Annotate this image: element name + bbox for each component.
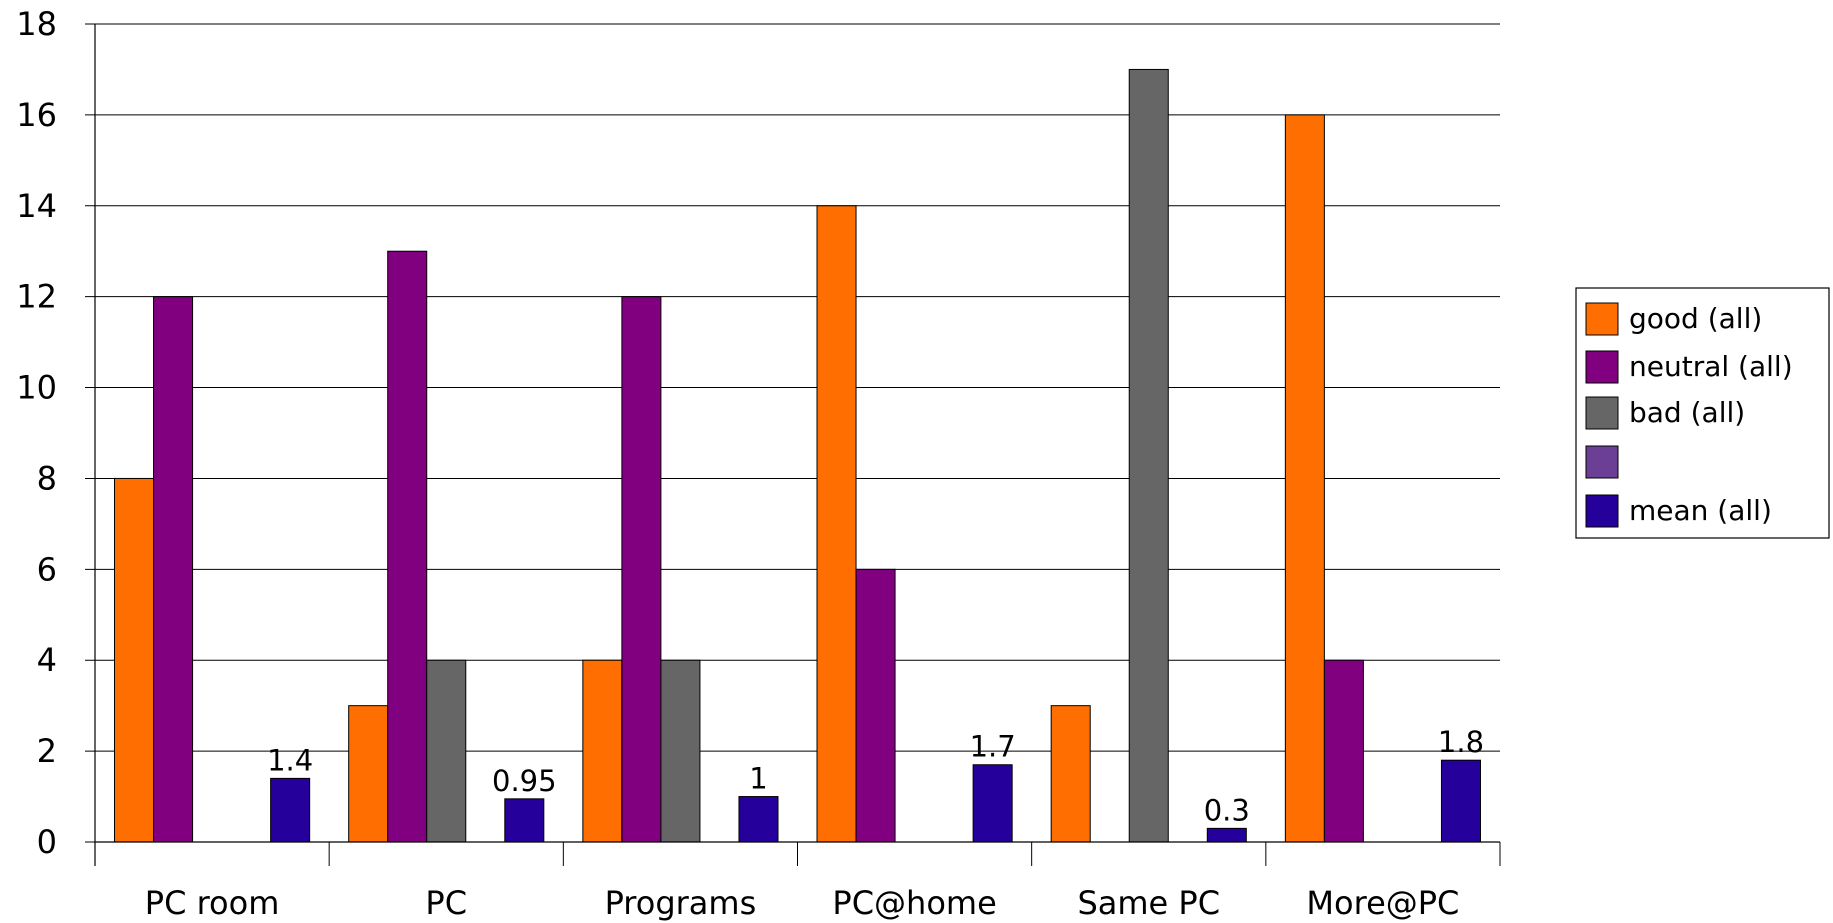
legend-swatch (1585, 302, 1619, 336)
bar (387, 250, 428, 843)
y-tick-label: 2 (37, 732, 57, 770)
y-tick-label: 16 (16, 96, 57, 134)
y-tick-label: 18 (16, 5, 57, 43)
legend-label: bad (all) (1629, 396, 1745, 429)
bar (972, 764, 1013, 843)
legend: good (all) neutral (all) bad (all) mean (al… (1575, 287, 1830, 539)
legend-swatch (1585, 396, 1619, 430)
y-tick-label: 8 (37, 459, 57, 497)
bar (114, 477, 155, 843)
bars (114, 68, 1481, 843)
y-tick-label: 12 (16, 278, 57, 316)
bar (348, 705, 389, 843)
bar (738, 796, 779, 843)
bar (1323, 659, 1364, 843)
bar (855, 568, 896, 843)
category-label: Programs (605, 884, 757, 922)
grid-lines (85, 23, 1500, 843)
category-labels: PC room PC Programs PC@home Same PC More@PC (145, 884, 1460, 922)
bar (1206, 827, 1247, 843)
category-label: PC room (145, 884, 280, 922)
category-label: More@PC (1306, 884, 1459, 922)
data-label: 1.7 (970, 730, 1016, 764)
data-label: 1.8 (1438, 725, 1484, 759)
bar (426, 659, 467, 843)
category-label: PC (425, 884, 467, 922)
data-label: 0.3 (1204, 793, 1250, 827)
bar (582, 659, 623, 843)
legend-label: neutral (all) (1629, 350, 1793, 383)
legend-label: mean (all) (1629, 494, 1772, 527)
legend-label: good (all) (1629, 302, 1762, 335)
bar (816, 205, 857, 843)
y-tick-label: 14 (16, 187, 57, 225)
bar (504, 798, 545, 843)
legend-swatch (1585, 350, 1619, 384)
data-label: 1.4 (267, 743, 313, 777)
bar (660, 659, 701, 843)
axes (94, 24, 1501, 866)
data-label: 0.95 (492, 764, 557, 798)
y-tick-label: 10 (16, 369, 57, 407)
bar (153, 296, 194, 843)
y-tick-label: 0 (37, 823, 57, 861)
legend-swatch (1585, 494, 1619, 528)
bar (621, 296, 662, 843)
data-label: 1 (749, 762, 767, 796)
bar (270, 777, 311, 843)
y-tick-label: 4 (37, 641, 57, 679)
category-label: Same PC (1077, 884, 1220, 922)
bar (1050, 705, 1091, 843)
data-labels: 1.4 0.95 1 1.7 0.3 1.8 (267, 725, 1484, 827)
legend-swatch (1585, 445, 1619, 479)
bar (1284, 114, 1325, 843)
bar (1128, 68, 1169, 843)
bar (1440, 759, 1481, 843)
category-label: PC@home (832, 884, 996, 922)
y-tick-labels: 0 2 4 6 8 10 12 14 16 18 (16, 5, 57, 861)
y-tick-label: 6 (37, 550, 57, 588)
